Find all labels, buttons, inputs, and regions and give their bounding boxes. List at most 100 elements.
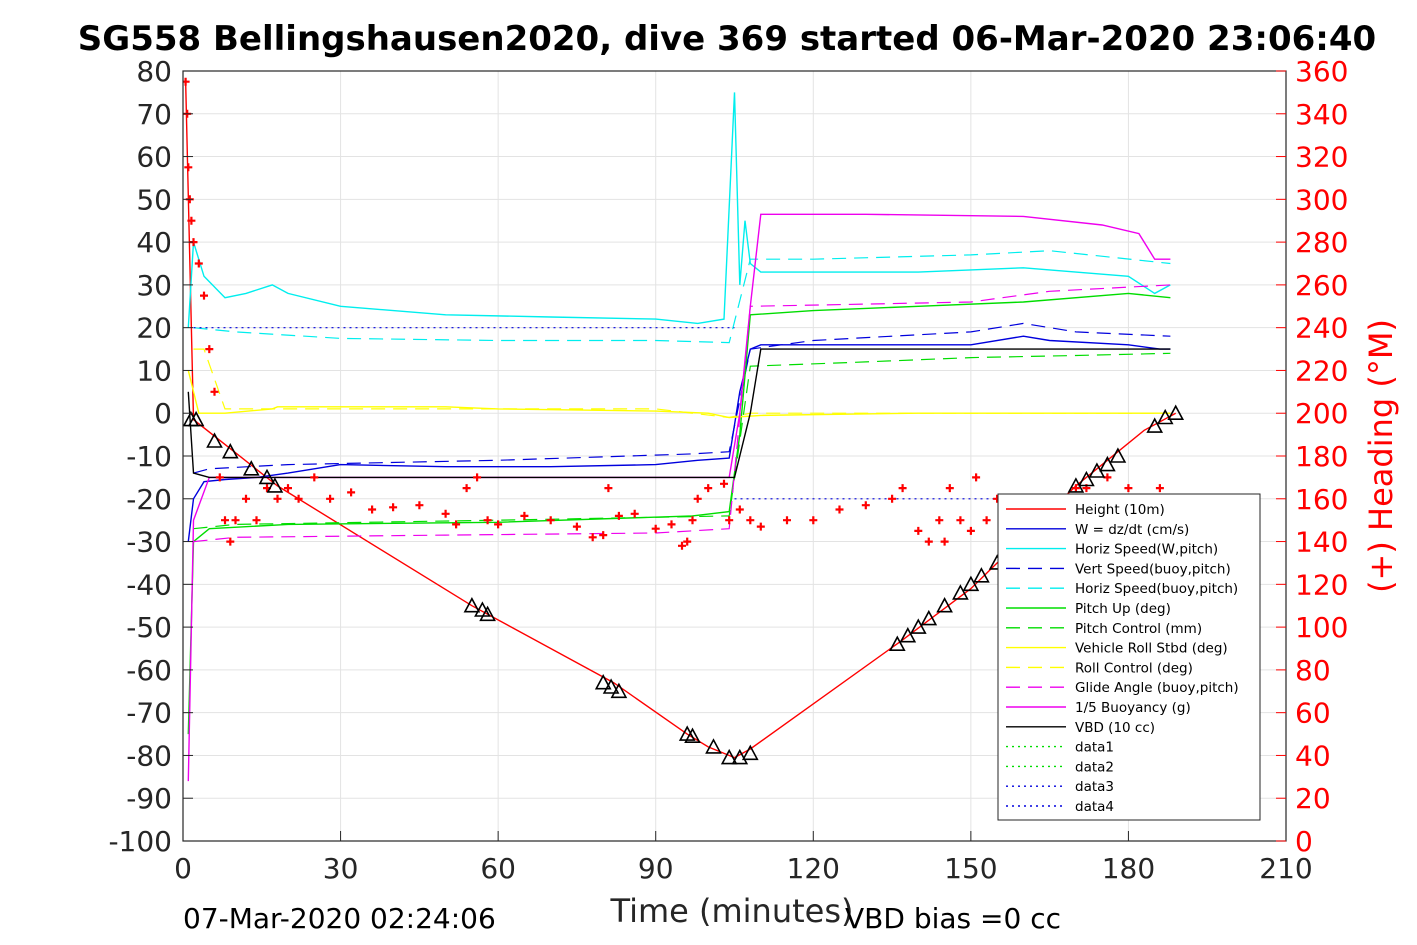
x-tick-label: 150 [944, 852, 997, 885]
heading-point [205, 345, 214, 354]
heading-point [483, 516, 492, 525]
dive-marker [242, 460, 260, 476]
heading-point [966, 526, 975, 535]
heading-point [389, 503, 398, 512]
heading-point [588, 533, 597, 542]
heading-point [651, 524, 660, 533]
x-tick-label: 30 [323, 852, 359, 885]
dive-marker [705, 738, 722, 754]
dive-marker [888, 635, 906, 651]
heading-point [683, 537, 692, 546]
heading-point [494, 520, 503, 529]
y-tick-label: 70 [136, 98, 172, 131]
legend-label: data1 [1075, 740, 1114, 756]
legend-label: Horiz Speed(W,pitch) [1075, 542, 1218, 558]
legend-label: data4 [1075, 799, 1114, 815]
y2-axis-ticks: 3603403203002802602402202001801601401201… [1276, 55, 1348, 858]
heading-point [473, 473, 482, 482]
series-line-5 [193, 250, 1171, 344]
heading-layer [183, 77, 1170, 550]
heading-point [1124, 484, 1133, 493]
heading-point [252, 516, 261, 525]
dive-marker [731, 748, 749, 765]
y2-tick-label: 280 [1295, 226, 1348, 259]
y2-tick-label: 100 [1295, 611, 1348, 644]
dive-marker [1099, 455, 1116, 472]
heading-point [725, 516, 734, 525]
heading-point [888, 494, 897, 503]
y2-tick-label: 20 [1295, 782, 1331, 815]
y2-tick-label: 60 [1295, 697, 1331, 730]
legend-label: Pitch Control (mm) [1075, 621, 1202, 637]
y-axis-ticks: 80 70 60 50 40 30 20 10 0 -10 -20 -30 -40 -50 -60 -70 -8… [108, 55, 193, 858]
x-tick-label: 120 [787, 852, 840, 885]
legend-label: 1/5 Buoyancy (g) [1075, 700, 1191, 716]
heading-point [347, 488, 356, 497]
heading-point [940, 537, 949, 546]
y-tick-label: 60 [136, 141, 172, 174]
series-line-8 [187, 370, 1171, 419]
dive-marker [258, 468, 276, 485]
heading-point [935, 516, 944, 525]
dive-marker [973, 567, 990, 583]
y-tick-label: -70 [126, 697, 172, 730]
y2-tick-label: 80 [1295, 654, 1331, 687]
y-tick-label: -50 [126, 611, 172, 644]
y-tick-label: 30 [136, 269, 172, 302]
legend: Height (10m) W = dz/dt (cm/s) Horiz Speed(… [997, 493, 1261, 821]
y-tick-label: -90 [126, 782, 172, 815]
heading-point [326, 494, 335, 503]
heading-point [599, 531, 608, 540]
dive-marker [684, 727, 701, 743]
series-line-3 [187, 92, 1171, 328]
series-line-7 [193, 352, 1171, 530]
y2-tick-label: 260 [1295, 269, 1348, 302]
dive-marker [920, 609, 938, 626]
heading-point [861, 501, 870, 510]
y2-tick-label: 160 [1295, 483, 1348, 516]
heading-point [294, 494, 303, 503]
heading-point [441, 509, 450, 518]
heading-point [242, 494, 250, 503]
heading-point [273, 494, 282, 503]
series-line-6 [187, 292, 1171, 735]
x-tick-label: 0 [174, 852, 192, 885]
heading-point [520, 511, 529, 520]
legend-label: Roll Control (deg) [1075, 660, 1193, 676]
dive-marker [266, 477, 284, 493]
heading-point [678, 541, 686, 550]
heading-point [667, 520, 676, 529]
y-tick-label: 80 [136, 55, 172, 88]
heading-point [835, 505, 844, 514]
dive-marker [899, 627, 917, 643]
x-axis-label: Time (minutes) [610, 892, 854, 930]
series-layer [184, 79, 1177, 782]
x-tick-label: 90 [638, 852, 674, 885]
dive-marker [1109, 447, 1127, 463]
heading-point [184, 163, 193, 172]
heading-point [221, 516, 229, 525]
y-tick-label: 40 [136, 226, 172, 259]
heading-point [368, 505, 377, 514]
heading-point [614, 511, 623, 520]
heading-point [604, 484, 613, 493]
heading-point [210, 387, 219, 396]
y2-tick-label: 340 [1295, 98, 1348, 131]
y2-tick-label: 240 [1295, 312, 1348, 345]
legend-label: Vehicle Roll Stbd (deg) [1075, 641, 1228, 657]
y-tick-label: -100 [108, 825, 172, 858]
dive-marker [1167, 404, 1185, 420]
heading-point [415, 501, 424, 510]
heading-point [194, 259, 203, 268]
heading-point [783, 516, 791, 525]
heading-point [809, 516, 818, 525]
heading-point [688, 516, 697, 525]
dive-marker [936, 597, 953, 613]
dive-marker [610, 682, 628, 699]
y-tick-label: -40 [126, 568, 172, 601]
legend-label: Pitch Up (deg) [1075, 601, 1171, 617]
y-tick-label: -10 [126, 440, 172, 473]
dive-marker [962, 575, 980, 592]
heading-point [630, 509, 639, 518]
footer-timestamp: 07-Mar-2020 02:24:06 [183, 902, 496, 935]
